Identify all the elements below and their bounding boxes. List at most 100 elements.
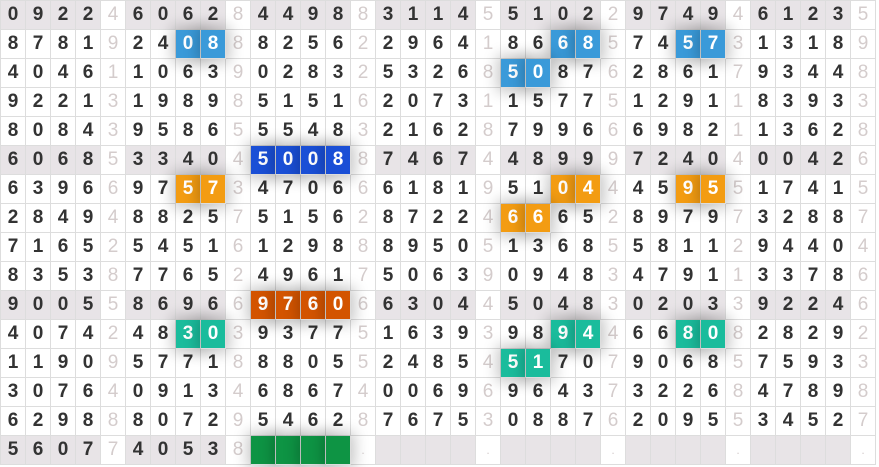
digit-cell: 0 [301, 175, 326, 204]
digit-cell: 9 [676, 262, 701, 291]
digit-cell: 0 [826, 233, 851, 262]
digit-cell: 3 [826, 1, 851, 30]
digit-cell: 9 [526, 262, 551, 291]
highlighted-digit-cell: 5 [676, 30, 701, 59]
highlighted-digit-cell: 5 [251, 146, 276, 175]
digit-cell: 9 [51, 407, 76, 436]
digit-cell: 2 [801, 320, 826, 349]
digit-cell: 6 [451, 59, 476, 88]
separator-digit-cell: 7 [101, 436, 126, 465]
digit-cell [751, 436, 776, 465]
separator-digit-cell: 9 [226, 407, 251, 436]
digit-cell: 8 [276, 378, 301, 407]
digit-cell: 1 [76, 88, 101, 117]
digit-cell: 8 [126, 407, 151, 436]
separator-digit-cell: 8 [351, 233, 376, 262]
digit-cell: 7 [501, 117, 526, 146]
highlighted-digit-cell: 0 [276, 146, 301, 175]
separator-digit-cell: 2 [351, 59, 376, 88]
digit-cell: 9 [526, 117, 551, 146]
digit-cell: 8 [426, 175, 451, 204]
highlighted-digit-cell: 1 [526, 349, 551, 378]
digit-cell: 9 [451, 378, 476, 407]
digit-cell: 6 [401, 407, 426, 436]
digit-cell: 7 [576, 407, 601, 436]
digit-cell: 9 [676, 88, 701, 117]
digit-cell: 6 [576, 117, 601, 146]
highlighted-digit-cell: 0 [301, 146, 326, 175]
digit-cell: 5 [301, 88, 326, 117]
digit-cell: 1 [701, 88, 726, 117]
digit-cell: 5 [251, 407, 276, 436]
digit-cell: 0 [151, 1, 176, 30]
separator-digit-cell: 1 [726, 117, 751, 146]
digit-cell: 2 [651, 88, 676, 117]
highlighted-digit-cell: 3 [176, 320, 201, 349]
digit-cell: 8 [626, 204, 651, 233]
digit-cell: 8 [276, 349, 301, 378]
digit-cell: 8 [176, 117, 201, 146]
digit-cell: 4 [451, 1, 476, 30]
digit-cell: 5 [301, 30, 326, 59]
separator-digit-cell: 8 [226, 30, 251, 59]
separator-digit-cell: 4 [601, 320, 626, 349]
highlighted-digit-cell: 6 [526, 204, 551, 233]
digit-cell: 5 [501, 1, 526, 30]
digit-cell: 6 [426, 378, 451, 407]
digit-cell: 7 [651, 1, 676, 30]
highlighted-digit-cell: 5 [501, 349, 526, 378]
digit-cell: 3 [776, 262, 801, 291]
digit-cell: 3 [26, 262, 51, 291]
digit-cell: 0 [501, 262, 526, 291]
digit-cell: 7 [626, 30, 651, 59]
digit-cell: 1 [126, 88, 151, 117]
digit-cell: 4 [801, 233, 826, 262]
digit-cell: 6 [651, 320, 676, 349]
digit-cell: 7 [51, 320, 76, 349]
digit-cell: 4 [401, 349, 426, 378]
separator-digit-cell: 6 [226, 233, 251, 262]
digit-cell: 1 [501, 233, 526, 262]
digit-cell: 4 [626, 262, 651, 291]
digit-cell: 8 [526, 407, 551, 436]
digit-cell: 8 [801, 378, 826, 407]
digit-cell: 0 [451, 233, 476, 262]
separator-digit-cell: 3 [476, 320, 501, 349]
digit-cell: 7 [751, 349, 776, 378]
digit-cell: 8 [526, 146, 551, 175]
digit-cell: 6 [626, 320, 651, 349]
digit-cell: 2 [51, 88, 76, 117]
digit-cell: 7 [1, 233, 26, 262]
digit-cell: 5 [76, 291, 101, 320]
digit-cell: 0 [751, 146, 776, 175]
digit-cell: 4 [251, 1, 276, 30]
digit-cell: 1 [676, 233, 701, 262]
highlighted-digit-cell: 8 [201, 30, 226, 59]
digit-cell: 0 [376, 378, 401, 407]
digit-cell: 9 [826, 378, 851, 407]
digit-cell: 3 [26, 175, 51, 204]
digit-cell: 5 [251, 88, 276, 117]
digit-cell: 9 [451, 320, 476, 349]
separator-digit-cell: 3 [851, 349, 876, 378]
digit-cell: 2 [201, 1, 226, 30]
digit-cell: 9 [151, 378, 176, 407]
separator-digit-cell: 6 [226, 291, 251, 320]
digit-cell: 0 [651, 407, 676, 436]
digit-cell: 5 [451, 349, 476, 378]
digit-cell: 8 [651, 59, 676, 88]
digit-cell: 7 [76, 436, 101, 465]
digit-cell: 0 [51, 436, 76, 465]
digit-cell: 1 [751, 175, 776, 204]
digit-cell: 6 [701, 378, 726, 407]
separator-digit-cell: 4 [226, 378, 251, 407]
digit-cell: 8 [1, 262, 26, 291]
digit-cell: 3 [326, 59, 351, 88]
digit-cell: 0 [151, 59, 176, 88]
digit-cell: 8 [776, 320, 801, 349]
digit-cell [676, 436, 701, 465]
